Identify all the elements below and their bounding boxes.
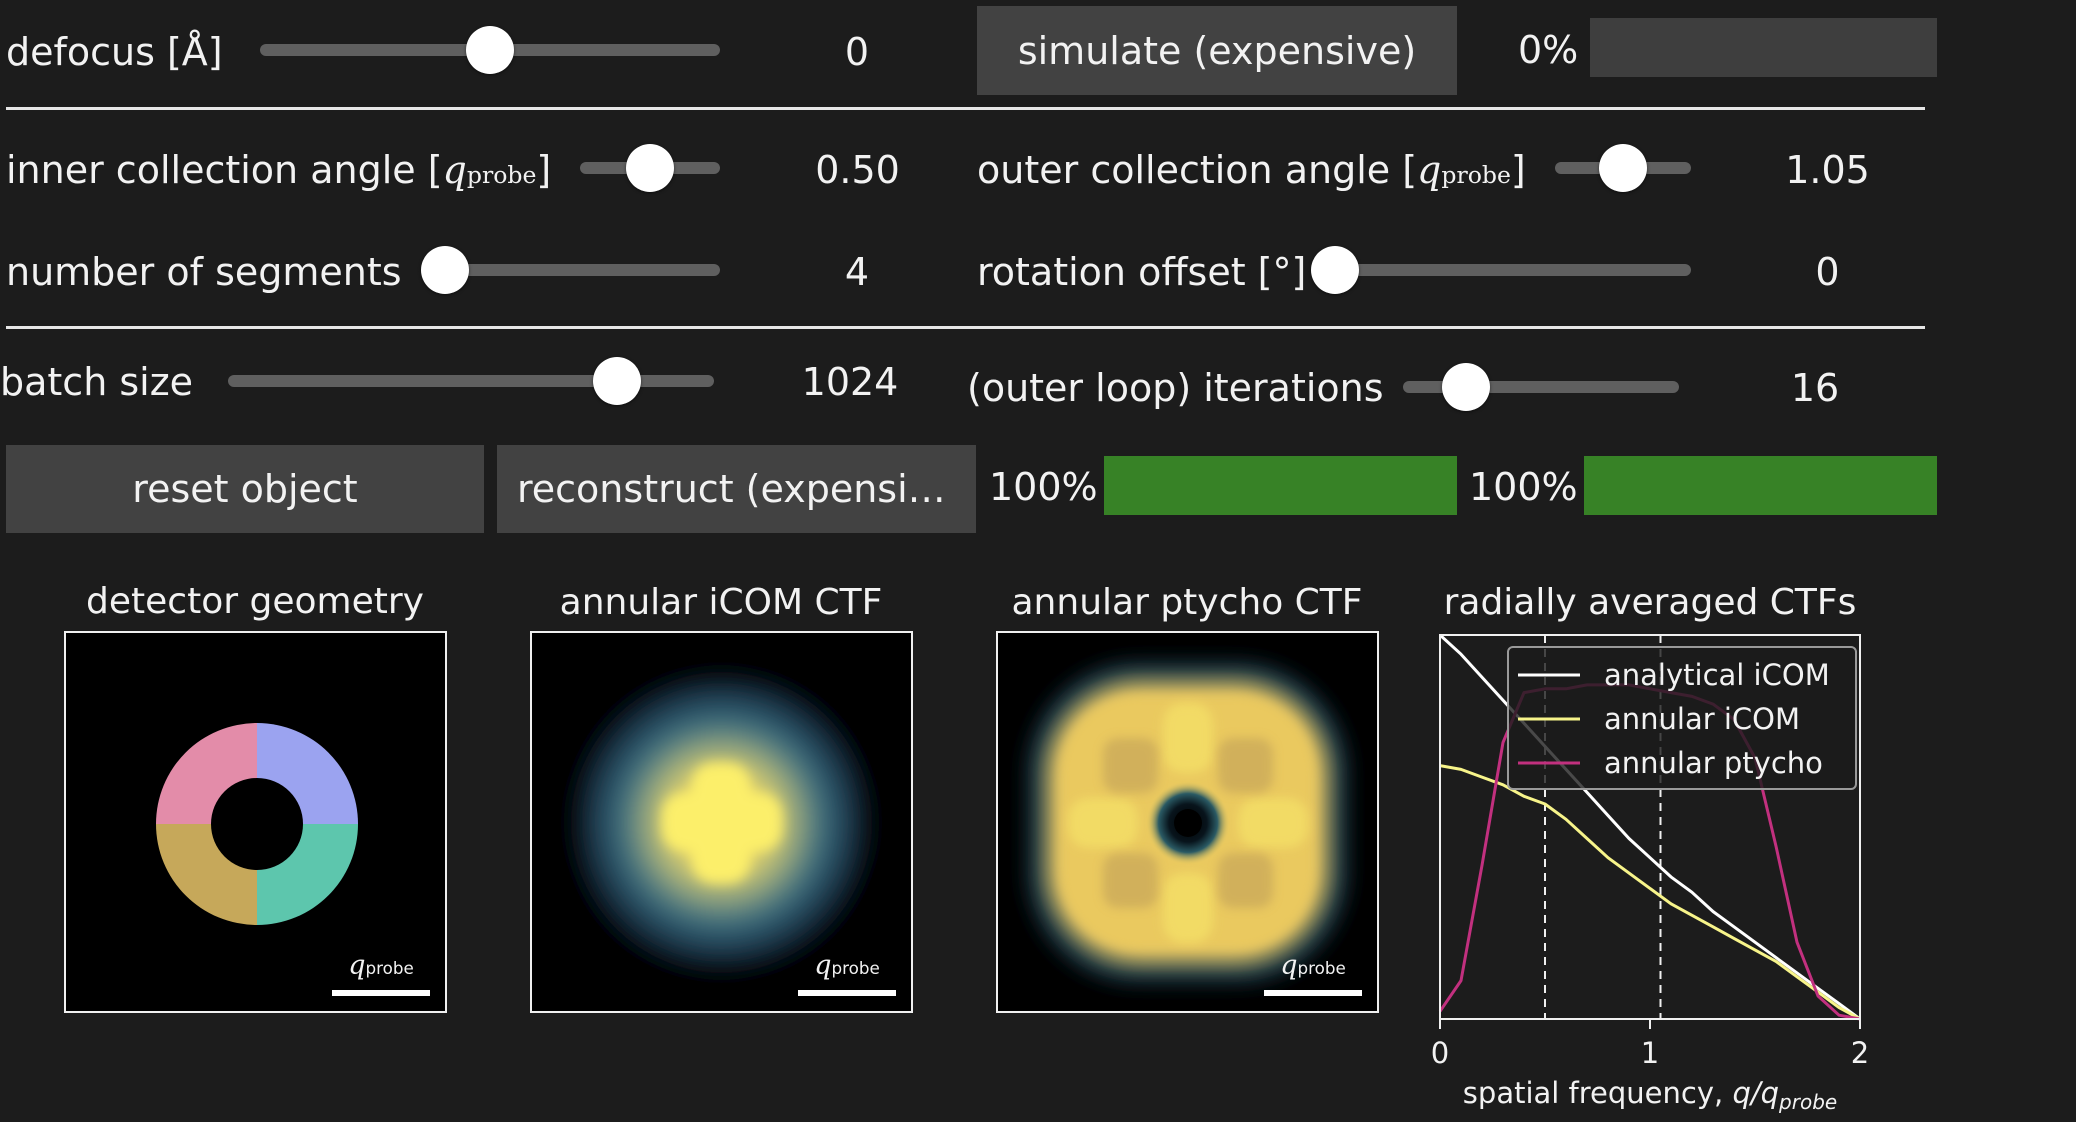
detector-geometry-panel: qprobe [64, 631, 447, 1013]
reset-object-button-label: reset object [132, 467, 358, 511]
chart-title: radially averaged CTFs [1443, 582, 1857, 623]
slider-track [445, 264, 720, 276]
inner-angle-label-suffix: ] [536, 148, 552, 192]
divider [6, 326, 1925, 329]
scalebar [1264, 990, 1362, 996]
iterations-label: (outer loop) iterations [967, 366, 1384, 410]
detector-segment-1 [257, 723, 358, 824]
batch-size-value: 1024 [801, 360, 899, 404]
detector-geometry-title: detector geometry [86, 581, 424, 622]
progress-fill-2 [1584, 456, 1937, 515]
slider-thumb[interactable] [592, 357, 641, 405]
progress-bar-2 [1584, 456, 1937, 515]
slider-thumb[interactable] [421, 246, 469, 294]
reset-object-button[interactable]: reset object [6, 445, 484, 533]
scalebar-var: q [348, 950, 366, 981]
simulate-button[interactable]: simulate (expensive) [977, 6, 1457, 95]
slider-thumb[interactable] [466, 26, 514, 74]
simulate-progress-bar [1590, 18, 1937, 77]
ptycho-ctf-title: annular ptycho CTF [1011, 582, 1363, 623]
scalebar-sub: probe [1297, 958, 1346, 978]
iterations-value: 16 [1790, 366, 1840, 410]
outer-angle-label-sub: probe [1441, 161, 1511, 189]
x-axis-label-sub: probe [1778, 1090, 1837, 1114]
slider-thumb[interactable] [1599, 144, 1647, 192]
x-axis-label: spatial frequency, q/qprobe [1463, 1076, 1837, 1114]
batch-size-label: batch size [0, 360, 194, 404]
defocus-label: defocus [Å] [6, 30, 223, 74]
rotation-slider[interactable] [1311, 246, 1691, 294]
batch-size-slider[interactable] [228, 357, 714, 405]
outer-angle-slider[interactable] [1555, 144, 1691, 192]
progress-text-1: 100% [989, 465, 1098, 509]
scalebar-label: qprobe [331, 950, 431, 981]
ptycho-ctf-image [1028, 663, 1347, 982]
inner-angle-label-var: q [442, 148, 467, 192]
x-axis-label-prefix: spatial frequency, [1463, 1076, 1733, 1110]
icom-ctf-title: annular iCOM CTF [559, 582, 883, 623]
inner-angle-value: 0.50 [815, 148, 900, 192]
progress-text-2: 100% [1469, 465, 1578, 509]
outer-angle-label-var: q [1417, 148, 1442, 192]
inner-angle-label-prefix: inner collection angle [ [6, 148, 443, 192]
outer-angle-label-prefix: outer collection angle [ [977, 148, 1418, 192]
scalebar-sub: probe [831, 958, 880, 978]
legend-label: analytical iCOM [1604, 658, 1830, 692]
reconstruct-button[interactable]: reconstruct (expensive) [497, 445, 976, 533]
scalebar-label: qprobe [797, 950, 897, 981]
slider-thumb[interactable] [1442, 363, 1491, 411]
detector-geometry-image [156, 723, 358, 925]
defocus-value: 0 [844, 30, 870, 74]
ctf-line-chart: 0 1 2 analytical iCOM annular iCOM annular p… [1431, 633, 1869, 1114]
x-tick-label: 0 [1431, 1036, 1449, 1070]
segments-label: number of segments [6, 250, 402, 294]
outer-angle-label-suffix: ] [1510, 148, 1526, 192]
slider-thumb[interactable] [1311, 246, 1359, 294]
scalebar-label: qprobe [1263, 950, 1363, 981]
outer-angle-value: 1.05 [1785, 148, 1870, 192]
segments-slider[interactable] [421, 246, 720, 294]
legend-label: annular iCOM [1604, 702, 1800, 736]
defocus-slider[interactable] [260, 26, 720, 74]
icom-ctf-image [570, 671, 873, 974]
inner-angle-slider[interactable] [580, 144, 720, 192]
simulate-progress-text: 0% [1518, 28, 1579, 72]
ptycho-ctf-panel: qprobe [996, 631, 1379, 1013]
scalebar [798, 990, 896, 996]
slider-track [228, 375, 714, 387]
progress-bar-1 [1104, 456, 1457, 515]
segments-value: 4 [844, 250, 870, 294]
legend-label: annular ptycho [1604, 746, 1823, 780]
scalebar-var: q [814, 950, 832, 981]
scalebar-sub: probe [365, 958, 414, 978]
x-axis-label-var: q/q [1732, 1076, 1779, 1110]
inner-angle-label: inner collection angle [qprobe] [6, 151, 551, 189]
detector-segment-2 [257, 824, 358, 925]
scalebar-var: q [1280, 950, 1298, 981]
scalebar [332, 990, 430, 996]
rotation-label: rotation offset [°] [977, 250, 1307, 294]
outer-angle-label: outer collection angle [qprobe] [977, 151, 1526, 189]
icom-ctf-panel: qprobe [530, 631, 913, 1013]
detector-segment-3 [156, 824, 257, 925]
divider [6, 107, 1925, 110]
legend-box [1507, 646, 1857, 790]
inner-angle-label-sub: probe [466, 161, 537, 189]
detector-segment-4 [156, 723, 257, 824]
reconstruct-button-label: reconstruct (expensive) [517, 467, 969, 511]
iterations-slider[interactable] [1403, 363, 1679, 411]
simulate-button-label: simulate (expensive) [1017, 28, 1417, 73]
progress-fill-1 [1104, 456, 1457, 515]
slider-track [1335, 264, 1691, 276]
x-tick-label: 1 [1641, 1036, 1659, 1070]
slider-thumb[interactable] [626, 144, 674, 192]
rotation-value: 0 [1815, 250, 1840, 294]
x-tick-label: 2 [1851, 1036, 1869, 1070]
